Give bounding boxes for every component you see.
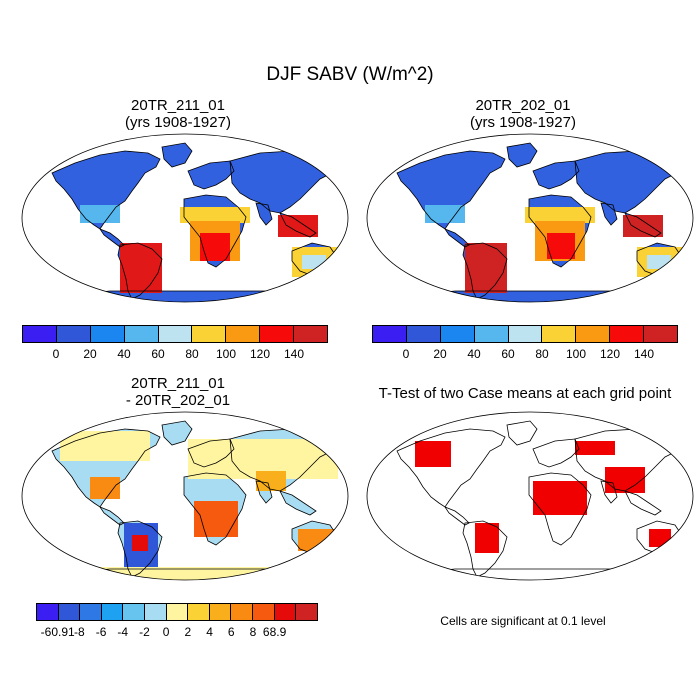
map-panel-bottom-left [21,411,349,581]
colorbar-tick-label: -6 [95,625,107,639]
colorbar-swatch [23,326,57,342]
panel-title-top-right: 20TR_202_01 (yrs 1908-1927) [363,97,683,131]
colorbar-swatch [124,326,159,342]
colorbar-swatch [80,604,102,620]
colorbar-swatch [158,326,193,342]
colorbar-swatch [260,326,295,342]
colorbar-tick-label: 40 [467,347,481,361]
map-panel-top-right [366,133,694,303]
colorbar-tick-label: -4 [117,625,129,639]
colorbar-tick-label: 60 [151,347,165,361]
colorbar-swatch [166,604,189,620]
main-title: DJF SABV (W/m^2) [266,64,434,85]
colorbar-swatch [406,326,441,342]
colorbar-tick-label: 4 [206,625,213,639]
map-panel-bottom-right [366,411,694,581]
colorbar-swatch [474,326,509,342]
colorbar-swatch [508,326,543,342]
colorbar-swatch [440,326,475,342]
colorbar-tick-label: 6 [227,625,235,639]
panel-title-line1: T-Test of two Case means at each grid po… [378,385,672,402]
colorbar-tick-label: 40 [117,347,131,361]
colorbar-top-right [372,325,678,343]
colorbar-tick-label: -2 [139,625,150,639]
colorbar-swatch [644,326,678,342]
colorbar-swatch [123,604,146,620]
colorbar-swatch [576,326,611,342]
colorbar-swatch [610,326,645,342]
panel-title-line1: 20TR_202_01 [475,97,571,114]
map-panel-top-left [21,133,349,303]
colorbar-swatch [192,326,227,342]
colorbar-tick-label: 0 [402,347,410,361]
colorbar-swatch [542,326,577,342]
colorbar-swatch [56,326,91,342]
colorbar-swatch [373,326,407,342]
colorbar-swatch [37,604,59,620]
panel-title-line1: 20TR_211_01 [131,97,225,114]
colorbar-tick-label: 100 [215,347,237,361]
colorbar-tick-label: 2 [184,625,192,639]
colorbar-tick-label: 8 [249,625,257,639]
colorbar-tick-label: 0 [52,347,60,361]
colorbar-tick-label: -60.91 [40,625,75,639]
panel-title-top-left: 20TR_211_01 (yrs 1908-1927) [18,97,338,131]
colorbar-swatch [145,604,167,620]
colorbar-tick-label: 20 [433,347,447,361]
colorbar-tick-label: 80 [185,347,199,361]
colorbar-tick-label: 140 [633,347,655,361]
colorbar-tick-label: 120 [599,347,621,361]
colorbar-tick-label: 68.9 [262,625,287,639]
colorbar-tick-label: 0 [162,625,170,639]
colorbar-tick-label: 100 [565,347,587,361]
colorbar-tick-label: 140 [283,347,305,361]
panel-title-bottom-left: 20TR_211_01 - 20TR_202_01 [18,375,338,409]
colorbar-swatch [294,326,328,342]
panel-title-line2: - 20TR_202_01 [125,392,231,409]
colorbar-swatch [274,604,297,620]
panel-title-line2: (yrs 1908-1927) [470,114,576,131]
panel-title-line2: (yrs 1908-1927) [125,114,231,131]
colorbar-tick-label: 120 [249,347,271,361]
colorbar-swatch [253,604,275,620]
colorbar-top-left [22,325,328,343]
colorbar-swatch [226,326,261,342]
colorbar-bottom-left [36,603,318,621]
panel-title-line1: 20TR_211_01 [131,375,225,392]
panel-title-bottom-right: T-Test of two Case means at each grid po… [355,385,695,402]
colorbar-tick-label: 60 [501,347,515,361]
colorbar-swatch [209,604,232,620]
colorbar-swatch [296,604,317,620]
colorbar-swatch [101,604,124,620]
colorbar-tick-label: 80 [535,347,549,361]
colorbar-tick-label: -8 [74,625,85,639]
colorbar-swatch [231,604,254,620]
colorbar-swatch [58,604,81,620]
colorbar-swatch [188,604,210,620]
significance-note: Cells are significant at 0.1 level [440,614,606,628]
colorbar-tick-label: 20 [83,347,97,361]
colorbar-swatch [90,326,125,342]
